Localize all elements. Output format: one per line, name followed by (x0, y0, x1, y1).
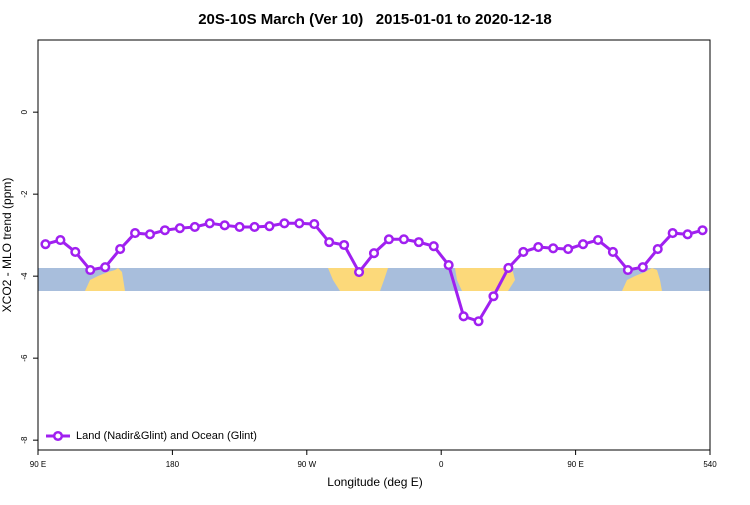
data-point (518, 246, 529, 258)
data-point (294, 218, 305, 229)
data-point (548, 243, 559, 254)
chart-title: 20S-10S March (Ver 10) 2015-01-01 to 202… (198, 11, 552, 28)
data-point (264, 221, 275, 232)
x-axis-label: Longitude (deg E) (327, 475, 422, 489)
data-point (578, 239, 589, 250)
plot-frame (37, 39, 711, 451)
data-point (443, 260, 454, 271)
data-point (607, 246, 618, 258)
x-tick-label: 90 E (30, 460, 46, 469)
data-point (458, 311, 469, 322)
y-tick-label: 0 (20, 109, 29, 114)
data-point (144, 229, 156, 240)
x-tick-label: 540 (703, 460, 717, 469)
data-point (428, 241, 439, 252)
data-point (533, 242, 544, 253)
data-point (204, 218, 215, 229)
data-point (368, 248, 380, 259)
legend-marker (52, 430, 64, 442)
data-point (622, 264, 633, 276)
data-point (174, 223, 185, 234)
data-point (70, 246, 81, 258)
data-point (249, 221, 260, 233)
map-strip (38, 268, 710, 291)
y-tick-label: -6 (20, 354, 29, 362)
x-tick-label: 90 E (567, 460, 583, 469)
data-point (697, 225, 708, 236)
data-point (85, 264, 96, 276)
data-point (637, 262, 648, 273)
x-tick-label: 0 (439, 460, 444, 469)
data-point (413, 237, 424, 248)
data-point (503, 262, 514, 274)
data-point (682, 229, 693, 240)
data-point (219, 220, 230, 231)
data-point (339, 239, 350, 251)
x-tick-label: 90 W (297, 460, 316, 469)
y-tick-label: -8 (20, 436, 29, 444)
data-point (667, 228, 678, 239)
data-point (354, 267, 365, 278)
data-point (189, 221, 200, 233)
data-point (324, 237, 335, 248)
data-point (159, 225, 170, 236)
data-point (40, 239, 51, 250)
data-point (309, 219, 320, 230)
x-tick-label: 180 (166, 460, 180, 469)
data-point (592, 235, 604, 246)
data-point (488, 291, 499, 302)
data-point (55, 235, 66, 246)
data-point (130, 228, 141, 239)
y-axis-label: XCO2 - MLO trend (ppm) (0, 178, 14, 313)
data-point (100, 262, 111, 273)
data-point (473, 316, 484, 327)
y-tick-label: -4 (20, 272, 29, 280)
y-tick-label: -2 (20, 190, 29, 198)
data-point (563, 244, 574, 255)
data-point (279, 218, 290, 229)
data-point (115, 244, 126, 255)
data-point (234, 221, 245, 233)
data-point (652, 244, 663, 255)
data-point (383, 234, 394, 245)
data-point (398, 234, 409, 245)
legend-label: Land (Nadir&Glint) and Ocean (Glint) (76, 430, 257, 442)
